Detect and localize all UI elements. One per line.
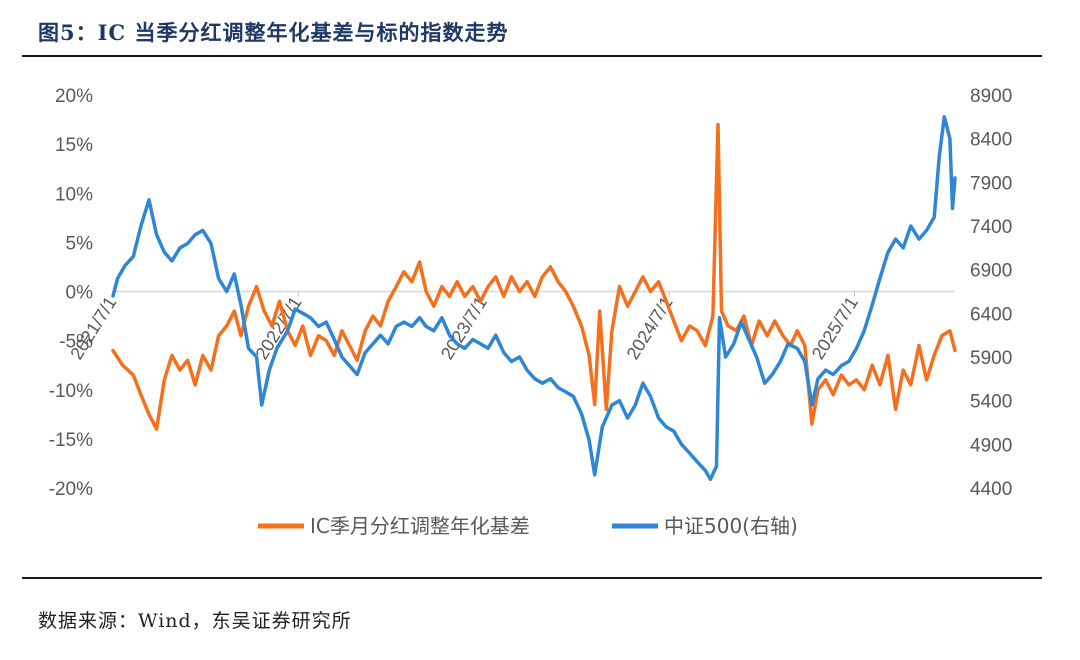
- bottom-divider: [22, 577, 1042, 579]
- left-tick-label: 5%: [66, 233, 94, 254]
- right-tick-label: 8900: [970, 86, 1012, 107]
- right-tick-label: 7900: [970, 173, 1012, 194]
- top-divider: [22, 55, 1042, 57]
- right-tick-label: 6900: [970, 261, 1012, 282]
- left-tick-label: 10%: [55, 184, 93, 205]
- left-tick-label: -5%: [59, 332, 93, 353]
- source-note: 数据来源：Wind，东吴证券研究所: [38, 610, 352, 632]
- left-tick-label: -10%: [49, 381, 93, 402]
- legend-label-basis[interactable]: IC季月分红调整年化基差: [310, 514, 530, 538]
- right-axis: 8900 8400 7900 7400 6900 6400 5900 5400 4900 4400: [970, 86, 1012, 500]
- left-tick-label: 15%: [55, 135, 93, 156]
- right-tick-label: 5900: [970, 348, 1012, 369]
- right-tick-label: 7400: [970, 217, 1012, 238]
- legend-label-csi500[interactable]: 中证500(右轴): [664, 514, 798, 538]
- left-tick-label: -15%: [49, 430, 93, 451]
- series-lines: [111, 115, 957, 482]
- right-tick-label: 8400: [970, 130, 1012, 151]
- csi500-series-line: [111, 115, 957, 482]
- left-axis: 20% 15% 10% 5% 0% -5% -10% -15% -20%: [49, 86, 93, 500]
- right-tick-label: 4900: [970, 435, 1012, 456]
- basis-series-line: [111, 122, 957, 431]
- left-tick-label: 20%: [55, 86, 93, 107]
- left-tick-label: -20%: [49, 479, 93, 500]
- right-tick-label: 6400: [970, 304, 1012, 325]
- chart-canvas: 20% 15% 10% 5% 0% -5% -10% -15% -20% 8900 8400 790…: [49, 86, 1013, 538]
- right-tick-label: 4400: [970, 479, 1012, 500]
- chart-title: 图5：IC 当季分红调整年化基差与标的指数走势: [38, 20, 509, 45]
- right-tick-label: 5400: [970, 392, 1012, 413]
- left-tick-label: 0%: [66, 283, 94, 304]
- legend[interactable]: IC季月分红调整年化基差 中证500(右轴): [258, 514, 798, 538]
